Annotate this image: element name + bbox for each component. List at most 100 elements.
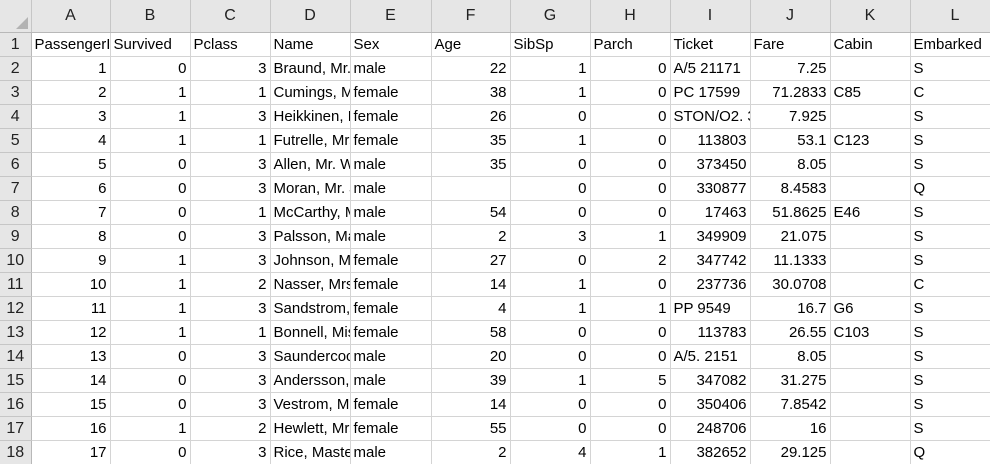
- table-cell[interactable]: male: [350, 344, 432, 369]
- table-cell[interactable]: 1: [510, 272, 591, 297]
- table-cell[interactable]: 0: [110, 224, 191, 249]
- table-cell[interactable]: male: [350, 368, 432, 393]
- table-cell[interactable]: 8.05: [750, 152, 831, 177]
- table-cell[interactable]: 7.25: [750, 56, 831, 81]
- header-cell[interactable]: Age: [431, 32, 511, 57]
- table-cell[interactable]: 1: [510, 128, 591, 153]
- row-header[interactable]: 9: [0, 224, 32, 249]
- table-cell[interactable]: 38: [431, 80, 511, 105]
- table-cell[interactable]: male: [350, 440, 432, 464]
- table-cell[interactable]: S: [910, 248, 990, 273]
- table-cell[interactable]: 53.1: [750, 128, 831, 153]
- table-cell[interactable]: S: [910, 416, 990, 441]
- table-cell[interactable]: 58: [431, 320, 511, 345]
- table-cell[interactable]: 5: [590, 368, 671, 393]
- row-header[interactable]: 4: [0, 104, 32, 129]
- row-header[interactable]: 3: [0, 80, 32, 105]
- table-cell[interactable]: 7.925: [750, 104, 831, 129]
- table-cell[interactable]: 3: [190, 176, 271, 201]
- header-cell[interactable]: Parch: [590, 32, 671, 57]
- table-cell[interactable]: Moran, Mr. James: [270, 176, 351, 201]
- table-cell[interactable]: 0: [110, 176, 191, 201]
- table-cell[interactable]: 17463: [670, 200, 751, 225]
- table-cell[interactable]: C85: [830, 80, 911, 105]
- row-header[interactable]: 8: [0, 200, 32, 225]
- table-cell[interactable]: 8.05: [750, 344, 831, 369]
- table-cell[interactable]: Sandstrom, Miss. Marguerite Rut: [270, 296, 351, 321]
- table-cell[interactable]: 350406: [670, 392, 751, 417]
- table-cell[interactable]: Braund, Mr. Owen Harris: [270, 56, 351, 81]
- table-cell[interactable]: Futrelle, Mrs. Jacques Heath: [270, 128, 351, 153]
- header-cell[interactable]: Sex: [350, 32, 432, 57]
- table-cell[interactable]: 55: [431, 416, 511, 441]
- table-cell[interactable]: 1: [510, 56, 591, 81]
- column-header-d[interactable]: D: [270, 0, 351, 33]
- table-cell[interactable]: C: [910, 80, 990, 105]
- table-cell[interactable]: female: [350, 128, 432, 153]
- table-cell[interactable]: 3: [190, 440, 271, 464]
- row-header[interactable]: 6: [0, 152, 32, 177]
- table-cell[interactable]: 35: [431, 152, 511, 177]
- table-cell[interactable]: 16: [31, 416, 111, 441]
- table-cell[interactable]: E46: [830, 200, 911, 225]
- table-cell[interactable]: female: [350, 80, 432, 105]
- table-cell[interactable]: 54: [431, 200, 511, 225]
- table-cell[interactable]: Nasser, Mrs. Nicholas: [270, 272, 351, 297]
- table-cell[interactable]: [431, 176, 511, 201]
- row-header[interactable]: 14: [0, 344, 32, 369]
- column-header-e[interactable]: E: [350, 0, 432, 33]
- table-cell[interactable]: 2: [190, 416, 271, 441]
- table-cell[interactable]: 71.2833: [750, 80, 831, 105]
- row-header[interactable]: 11: [0, 272, 32, 297]
- table-cell[interactable]: 16.7: [750, 296, 831, 321]
- table-cell[interactable]: 347742: [670, 248, 751, 273]
- header-cell[interactable]: Survived: [110, 32, 191, 57]
- table-cell[interactable]: female: [350, 104, 432, 129]
- table-cell[interactable]: 1: [190, 200, 271, 225]
- table-cell[interactable]: 237736: [670, 272, 751, 297]
- table-cell[interactable]: 113803: [670, 128, 751, 153]
- table-cell[interactable]: S: [910, 152, 990, 177]
- table-cell[interactable]: 6: [31, 176, 111, 201]
- table-cell[interactable]: 0: [590, 200, 671, 225]
- table-cell[interactable]: 16: [750, 416, 831, 441]
- table-cell[interactable]: Johnson, Mrs. Oscar W: [270, 248, 351, 273]
- header-cell[interactable]: Cabin: [830, 32, 911, 57]
- table-cell[interactable]: 8.4583: [750, 176, 831, 201]
- table-cell[interactable]: 0: [590, 80, 671, 105]
- row-header[interactable]: 7: [0, 176, 32, 201]
- table-cell[interactable]: 0: [510, 176, 591, 201]
- row-header[interactable]: 17: [0, 416, 32, 441]
- table-cell[interactable]: 1: [190, 320, 271, 345]
- table-cell[interactable]: 0: [590, 392, 671, 417]
- table-cell[interactable]: 2: [190, 272, 271, 297]
- table-cell[interactable]: 0: [590, 344, 671, 369]
- row-header[interactable]: 1: [0, 32, 32, 57]
- table-cell[interactable]: 26: [431, 104, 511, 129]
- header-cell[interactable]: Embarked: [910, 32, 990, 57]
- table-cell[interactable]: 0: [590, 152, 671, 177]
- table-cell[interactable]: 22: [431, 56, 511, 81]
- table-cell[interactable]: 1: [590, 224, 671, 249]
- table-cell[interactable]: 9: [31, 248, 111, 273]
- table-cell[interactable]: 3: [190, 224, 271, 249]
- table-cell[interactable]: [830, 272, 911, 297]
- table-cell[interactable]: 4: [431, 296, 511, 321]
- column-header-h[interactable]: H: [590, 0, 671, 33]
- table-cell[interactable]: 0: [110, 152, 191, 177]
- header-cell[interactable]: Fare: [750, 32, 831, 57]
- table-cell[interactable]: G6: [830, 296, 911, 321]
- row-header[interactable]: 16: [0, 392, 32, 417]
- table-cell[interactable]: male: [350, 200, 432, 225]
- table-cell[interactable]: 248706: [670, 416, 751, 441]
- table-cell[interactable]: Cumings, Mrs. John Bradley: [270, 80, 351, 105]
- table-cell[interactable]: S: [910, 296, 990, 321]
- table-cell[interactable]: PP 9549: [670, 296, 751, 321]
- table-cell[interactable]: Vestrom, Miss. Hulda Amanda: [270, 392, 351, 417]
- table-cell[interactable]: female: [350, 272, 432, 297]
- table-cell[interactable]: 14: [31, 368, 111, 393]
- table-cell[interactable]: 0: [590, 176, 671, 201]
- row-header[interactable]: 18: [0, 440, 32, 464]
- table-cell[interactable]: S: [910, 56, 990, 81]
- table-cell[interactable]: [830, 416, 911, 441]
